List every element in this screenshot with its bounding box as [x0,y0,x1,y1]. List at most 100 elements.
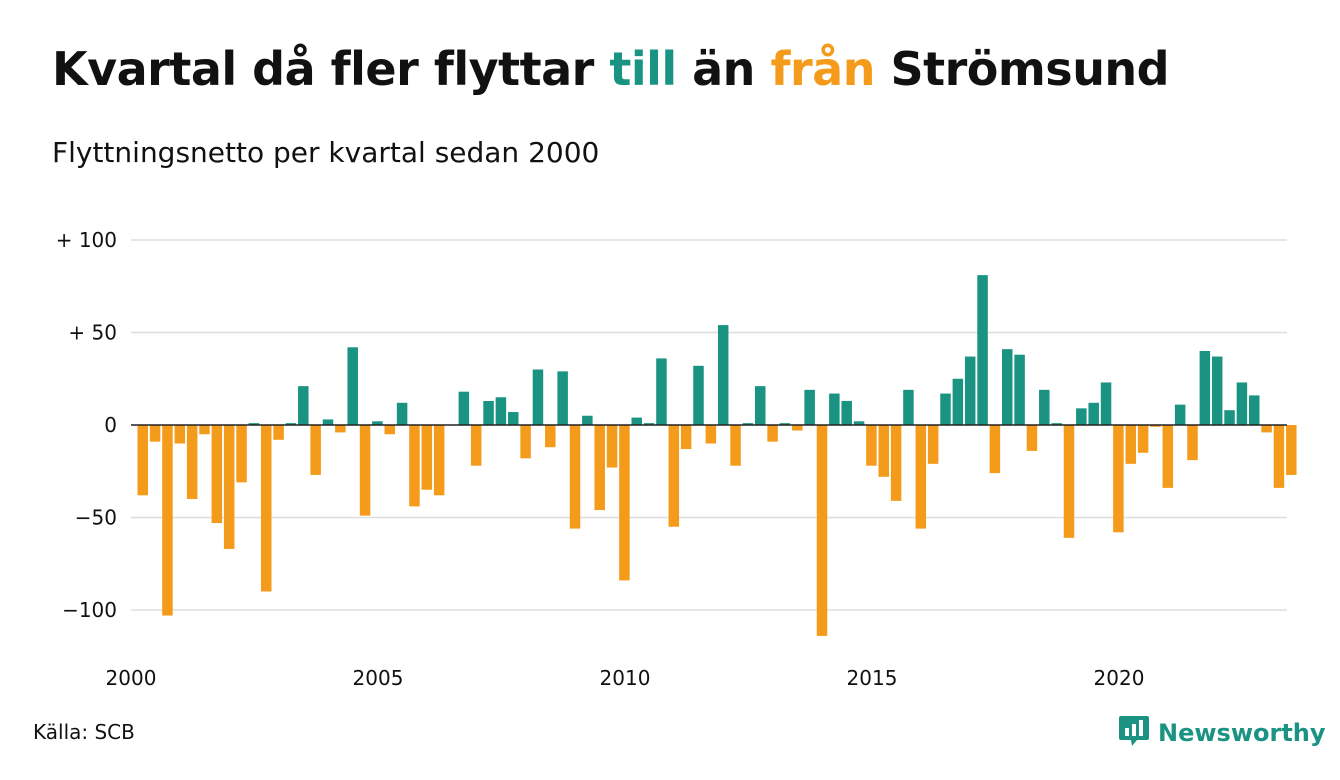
bar-2004-q1 [335,425,346,433]
bar-2023-q1 [1273,425,1285,488]
bar-2008-q3 [557,371,568,425]
bar-2001-q1 [186,425,198,499]
y-tick-label: 0 [104,413,117,437]
bar-2010-q2 [643,423,655,425]
bar-2022-q2 [1236,382,1248,425]
bar-2016-q4 [964,356,976,425]
bar-2007-q4 [520,425,531,459]
bar-2009-q1 [582,415,593,425]
source-note: Källa: SCB [33,720,135,744]
title-word-in: till [609,42,677,96]
bar-2000-q2 [149,425,161,442]
title-part-2: än [692,42,755,96]
bar-2017-q1 [977,275,988,425]
bar-2012-q3 [755,386,766,425]
bar-2021-q1 [1174,404,1186,425]
chart-title: Kvartal då fler flyttar till än från Str… [52,42,1170,96]
bar-2015-q3 [903,389,914,425]
bar-2002-q1 [236,425,247,483]
bar-2012-q2 [742,423,754,425]
bar-2006-q1 [433,425,445,496]
bar-2008-q2 [545,425,556,448]
bar-2010-q1 [631,417,642,425]
bar-2003-q2 [298,386,309,425]
bar-2021-q3 [1199,351,1211,425]
bar-2022-q1 [1224,410,1235,425]
bar-2007-q2 [495,397,507,425]
bar-2010-q3 [656,358,667,425]
y-axis-tick-labels: + 100 + 50 0 −50 −100 [56,228,117,622]
bar-2014-q3 [853,421,865,425]
y-tick-label: −100 [62,598,117,622]
bar-2004-q3 [359,425,371,516]
x-axis-tick-labels: 2000 2005 2010 2015 2020 [106,666,1145,690]
bar-2009-q3 [606,425,618,468]
brand-name: Newsworthy [1158,719,1326,747]
bar-2018-q4 [1063,425,1075,538]
bar-2013-q2 [792,425,803,431]
bar-2013-q1 [779,423,791,425]
bar-2020-q2 [1137,425,1149,453]
bar-2005-q2 [396,402,408,425]
x-tick-label: 2010 [600,666,651,690]
bar-2019-q2 [1088,402,1099,425]
x-tick-label: 2015 [847,666,898,690]
bar-2017-q3 [1002,349,1013,425]
bar-2000-q3 [162,425,173,616]
bar-2001-q2 [199,425,210,435]
bars-layer [131,275,1297,636]
bar-2020-q1 [1125,425,1136,464]
bar-2016-q1 [927,425,939,464]
title-word-out: från [770,42,875,96]
bar-2018-q2 [1039,389,1050,425]
bar-2012-q1 [730,425,741,466]
bar-2008-q1 [532,369,544,425]
grid-layer [131,239,1287,611]
x-tick-label: 2005 [353,666,404,690]
bar-2000-q4 [174,425,186,444]
y-tick-label: + 50 [68,321,117,345]
bar-2012-q4 [767,425,778,442]
bar-2013-q3 [804,389,815,425]
bar-2020-q3 [1150,425,1161,427]
bar-2014-q2 [841,400,852,425]
bar-2019-q3 [1100,382,1112,425]
bar-2017-q2 [989,425,1001,474]
bar-2004-q2 [347,347,358,425]
bar-2018-q3 [1051,423,1062,425]
bar-2011-q3 [705,425,717,444]
bar-2009-q4 [619,425,630,581]
bar-2013-q4 [816,425,828,636]
bar-2015-q4 [915,425,927,529]
title-part-1: Kvartal då fler flyttar [52,42,594,96]
bar-2019-q1 [1076,408,1087,425]
bar-2005-q4 [421,425,433,490]
bar-2020-q4 [1162,425,1174,488]
bar-2016-q3 [952,378,964,425]
bar-2015-q2 [890,425,902,501]
bar-chart-bubble-icon [1118,714,1150,752]
bar-2022-q3 [1249,395,1260,425]
bar-2006-q3 [458,391,470,425]
bar-2005-q1 [384,425,395,435]
bar-2018-q1 [1026,425,1038,451]
bar-2003-q4 [322,419,334,425]
bar-2002-q2 [248,423,260,425]
chart-subtitle: Flyttningsnetto per kvartal sedan 2000 [52,136,600,169]
bar-2016-q2 [940,393,951,425]
bar-2011-q2 [693,365,704,425]
bar-2004-q4 [372,421,383,425]
bar-2011-q1 [680,425,692,450]
bar-2023-q2 [1286,425,1297,475]
bar-2001-q3 [211,425,223,524]
bar-2011-q4 [717,325,729,425]
bar-2022-q4 [1261,425,1272,433]
bar-2009-q2 [594,425,605,511]
bar-2008-q4 [569,425,581,529]
bar-2021-q4 [1211,356,1223,425]
bar-2003-q1 [285,423,297,425]
bar-2000-q1 [137,425,148,496]
bar-2021-q2 [1187,425,1198,461]
bar-2007-q3 [508,412,519,425]
